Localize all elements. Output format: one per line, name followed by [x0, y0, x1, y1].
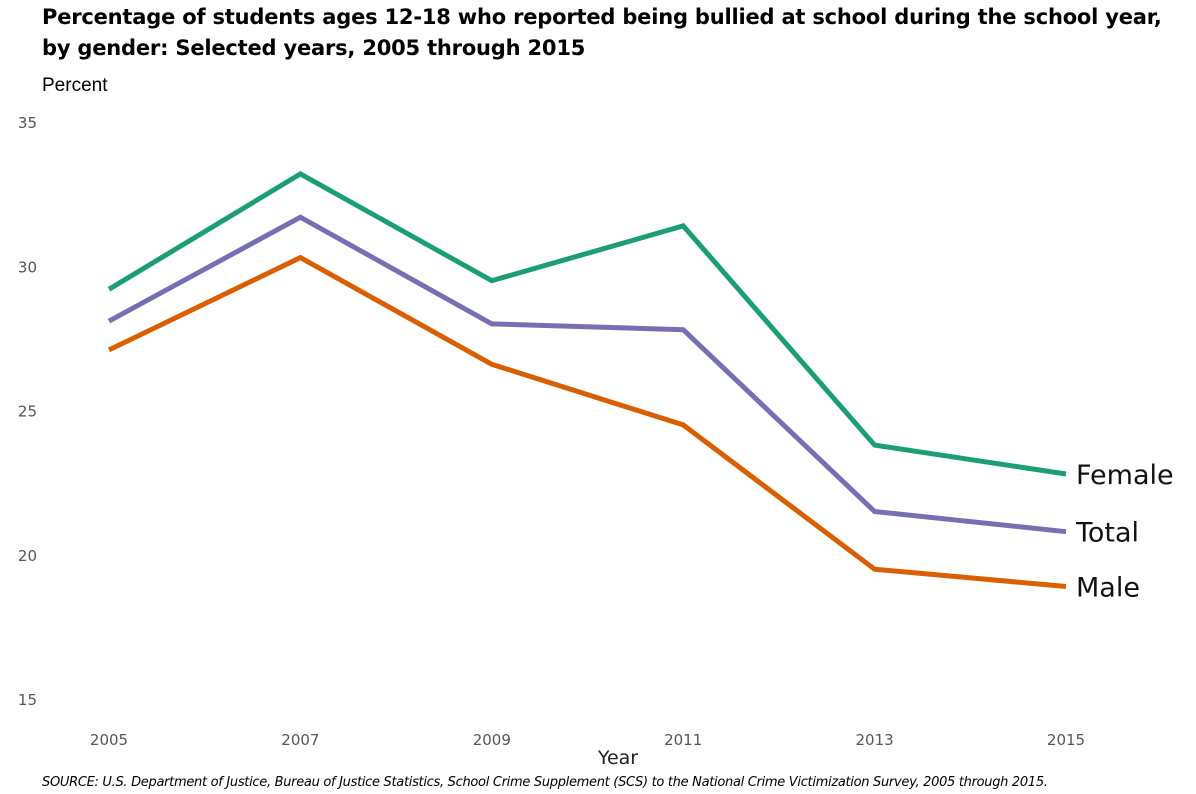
y-tick-label: 35: [18, 114, 37, 132]
series-lines: [107, 171, 1067, 589]
x-tick-label: 2005: [90, 731, 128, 749]
source-note: SOURCE: U.S. Department of Justice, Bure…: [42, 775, 1048, 790]
x-axis-label: Year: [597, 747, 638, 769]
y-tick-label: 20: [18, 547, 37, 565]
series-label-female: Female: [1076, 460, 1174, 491]
x-tick-label: 2013: [856, 731, 894, 749]
x-tick-label: 2011: [664, 731, 702, 749]
series-label-total: Total: [1075, 518, 1139, 549]
x-tick-label: 2007: [281, 731, 319, 749]
x-axis-ticks: 2005 2007 2009 2011 2013 2015: [90, 731, 1085, 749]
series-line-female: [107, 171, 1067, 477]
x-tick-label: 2015: [1047, 731, 1085, 749]
series-line-total: [107, 214, 1067, 535]
series-labels: Female Total Male: [1075, 460, 1174, 604]
chart-title: Percentage of students ages 12-18 who re…: [42, 5, 1162, 60]
y-axis-ticks: 35 30 25 20 15: [18, 114, 37, 709]
series-label-male: Male: [1076, 572, 1140, 603]
series-line-male: [107, 254, 1067, 589]
y-tick-label: 15: [18, 691, 37, 709]
y-tick-label: 30: [18, 258, 37, 276]
y-tick-label: 25: [18, 403, 37, 421]
x-tick-label: 2009: [473, 731, 511, 749]
y-axis-label: Percent: [42, 75, 108, 96]
